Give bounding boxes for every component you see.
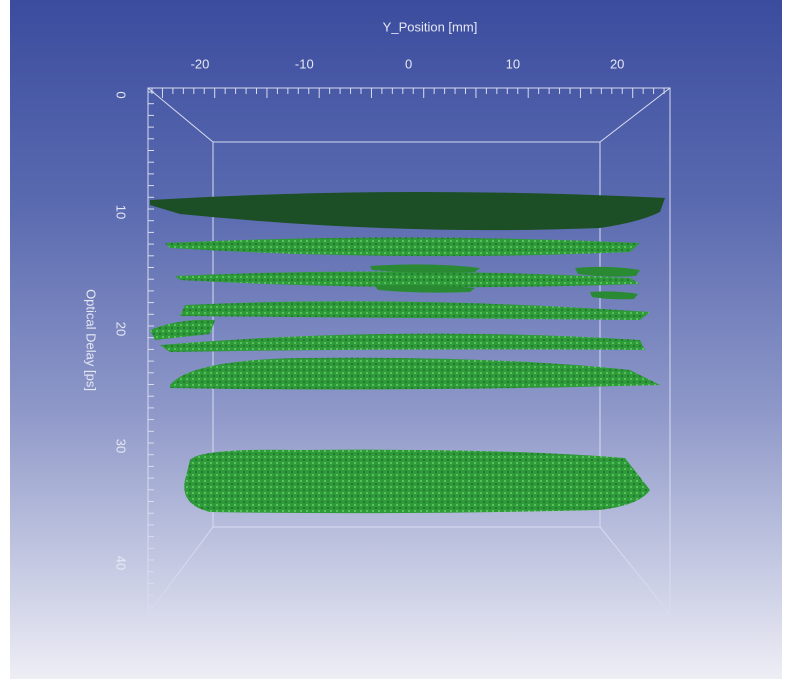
x-tick-label: -10 (295, 56, 314, 71)
axis-minor-ticks (148, 88, 665, 608)
x-axis-title: Y_Position [mm] (383, 19, 478, 34)
y-tick-label: 10 (114, 205, 129, 219)
x-tick-label: 10 (506, 56, 520, 71)
y-tick-label: 30 (114, 439, 129, 453)
bounding-box (147, 87, 671, 615)
y-tick-label: 0 (114, 91, 129, 98)
x-tick-label: 0 (405, 56, 412, 71)
y-axis-title: Optical Delay [ps] (84, 289, 99, 391)
x-tick-label: -20 (191, 56, 210, 71)
reflection-layers (150, 191, 665, 514)
x-tick-label: 20 (610, 56, 624, 71)
y-tick-label: 20 (114, 322, 129, 336)
y-tick-label: 40 (114, 556, 129, 570)
